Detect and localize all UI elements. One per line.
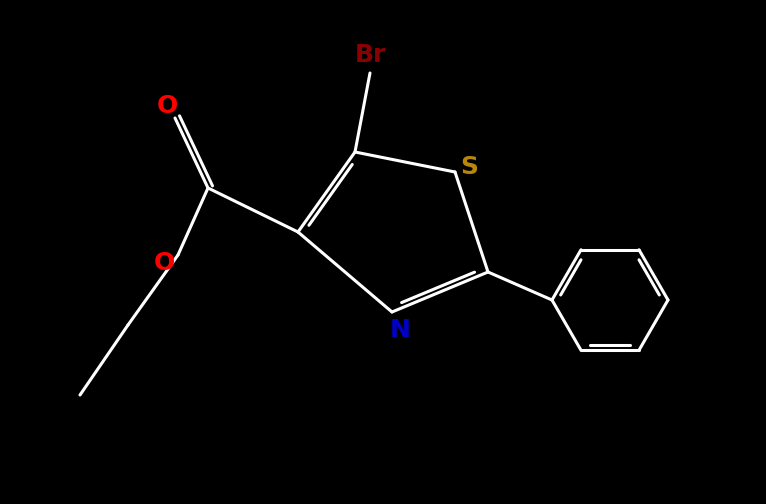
Text: O: O — [156, 94, 178, 118]
Text: Br: Br — [355, 43, 386, 67]
Text: N: N — [390, 318, 411, 342]
Text: S: S — [460, 155, 478, 179]
Text: O: O — [153, 251, 175, 275]
